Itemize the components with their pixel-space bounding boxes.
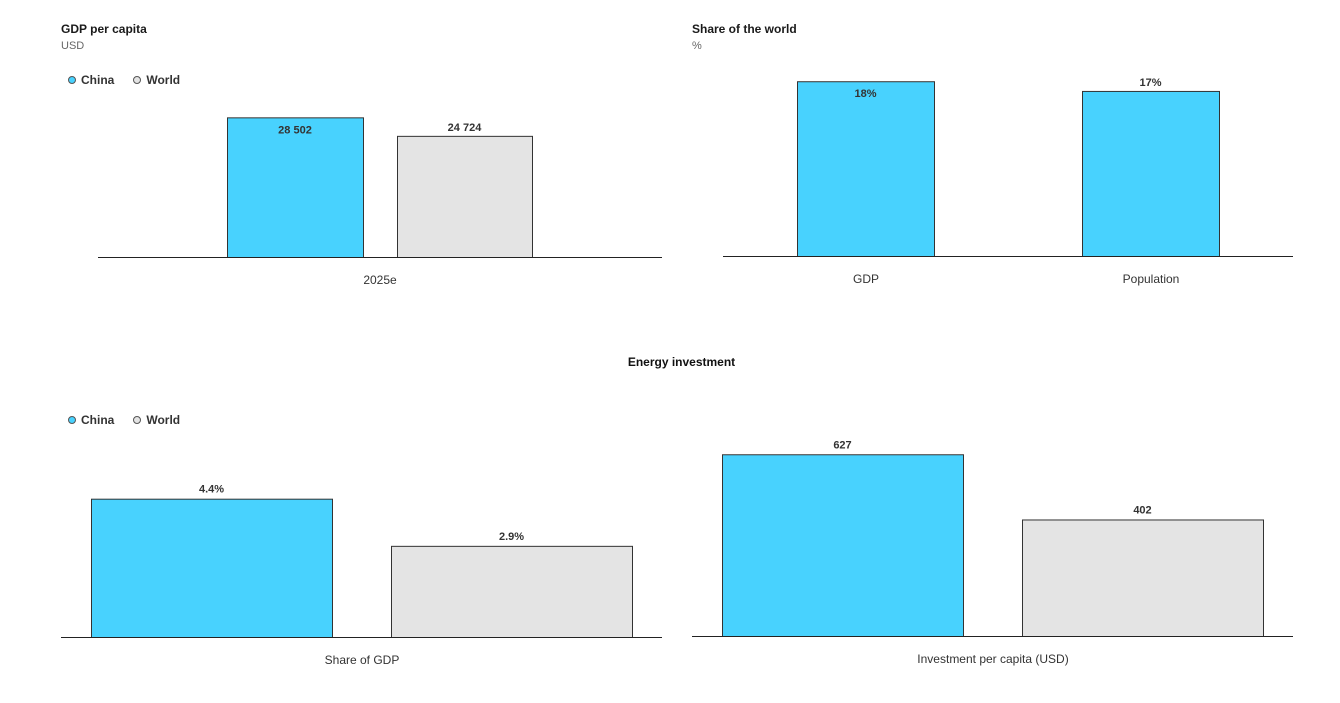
x-tick-label: GDP [853,272,879,286]
data-label-china: 18% [854,88,876,100]
legend-item-china[interactable]: China [68,73,114,87]
bar-china-population[interactable] [1082,90,1220,257]
chart-subtitle-share-of-world: % [692,40,702,52]
data-label-world: 2.9% [499,531,524,543]
legend-label-world: World [146,73,181,87]
legend-label-china: China [81,73,115,87]
legend-item-china[interactable]: China [68,413,114,427]
bar-china-gdp[interactable] [797,81,935,258]
chart-gdp-per-capita: 28 502 24 724 2025e [98,117,662,287]
data-label-china: 28 502 [278,124,312,136]
legend-label-china: China [81,413,115,427]
world-color-dot-icon [133,76,142,84]
legend-item-world[interactable]: World [133,73,180,87]
chart-title-gdp-per-capita: GDP per capita [61,22,147,36]
china-color-dot-icon [68,416,76,424]
legend-top: China World [68,73,199,87]
x-tick-label: Share of GDP [325,653,400,667]
legend-item-world[interactable]: World [133,413,180,427]
bar-world-share-of-gdp[interactable] [391,545,633,638]
x-tick-label: 2025e [363,273,397,287]
world-color-dot-icon [133,416,142,424]
data-label-world: 402 [1133,504,1151,516]
legend-label-world: World [146,413,181,427]
china-color-dot-icon [68,76,76,84]
bar-world-investment-per-capita-usd-[interactable] [1022,519,1264,638]
section-title-energy-investment: Energy investment [627,355,736,369]
legend-bottom: China World [68,413,199,427]
bar-china-2025e[interactable] [227,117,364,259]
chart-subtitle-gdp-per-capita: USD [61,40,85,52]
chart-share-of-gdp: 4.4% 2.9% Share of GDP [61,484,662,667]
bar-world-2025e[interactable] [397,135,533,258]
data-label-china: 4.4% [199,484,224,496]
chart-title-share-of-world: Share of the world [692,22,797,36]
data-label-world: 24 724 [448,122,483,134]
data-label-china: 627 [833,439,851,451]
x-tick-label: Population [1123,272,1180,286]
data-label-china: 17% [1139,77,1161,89]
x-tick-label: Investment per capita (USD) [917,652,1068,666]
chart-share-of-world: 18% 17% GDP Population [723,77,1293,286]
bar-china-investment-per-capita-usd-[interactable] [722,454,964,637]
bar-china-share-of-gdp[interactable] [91,498,333,638]
